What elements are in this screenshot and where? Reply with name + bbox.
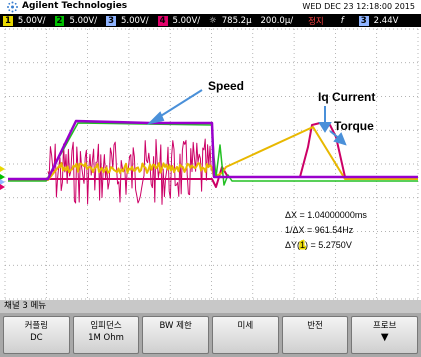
delay: 785.2µ (222, 16, 252, 26)
delay-icon: ☼ (209, 16, 217, 26)
softkey-label: 미세 (213, 320, 278, 332)
channel-bar: 1 5.00V/2 5.00V/3 5.00V/4 5.00V/ ☼ 785.2µ 200.0… (0, 14, 421, 27)
softkey[interactable]: BW 제한 (142, 316, 209, 354)
channel-scale: 5.00V/ (121, 16, 149, 26)
softkey-icon: ▼ (352, 332, 417, 344)
measurement-part: ΔY( (285, 240, 300, 250)
brand: Agilent Technologies (22, 1, 127, 11)
timebase: 200.0µ/ (261, 16, 294, 26)
channel-number: 2 (55, 16, 65, 26)
measurement: 1/ΔX = 961.54Hz (285, 225, 354, 235)
channel-scale: 5.00V/ (18, 16, 46, 26)
logo (6, 1, 19, 13)
softkey-label: BW 제한 (143, 320, 208, 332)
menu-title: 채널 3 메뉴 (0, 300, 421, 313)
waveform-display: Speed Iq Current Torque ΔX = 1.04000000m… (0, 27, 421, 300)
softkey-value: DC (4, 332, 69, 344)
channel-scale: 5.00V/ (69, 16, 97, 26)
trigger-level: 2.44V (374, 16, 399, 26)
softkey-value: 1M Ohm (74, 332, 139, 344)
annotation: Torque (334, 119, 374, 133)
trigger-channel: 3 (359, 16, 369, 26)
channel-number: 4 (158, 16, 168, 26)
softkey-label: 반전 (283, 320, 348, 332)
datetime: WED DEC 23 12:18:00 2015 (302, 2, 415, 11)
softkey-label: 커플링 (4, 320, 69, 332)
measurement: ΔX = 1.04000000ms (285, 210, 367, 220)
channel-number: 3 (106, 16, 116, 26)
scope-screen: Agilent Technologies WED DEC 23 12:18:00… (0, 0, 421, 357)
annotation: Speed (208, 79, 244, 93)
measurement: ΔY(1) = 5.2750V (285, 240, 352, 250)
softkey[interactable]: 반전 (282, 316, 349, 354)
annotation: Iq Current (318, 90, 375, 104)
run-state: 정지 (308, 15, 324, 27)
channel-number: 1 (3, 16, 13, 26)
header: Agilent Technologies WED DEC 23 12:18:00… (0, 0, 421, 14)
measurement-part: ) = 5.2750V (305, 240, 352, 250)
softkey-label: 임피던스 (74, 320, 139, 332)
softkey[interactable]: 미세 (212, 316, 279, 354)
softkey-label: 프로브 (352, 320, 417, 332)
trigger-slope: f (341, 16, 344, 26)
softkey[interactable]: 프로브▼ (351, 316, 418, 354)
channel-scale: 5.00V/ (173, 16, 201, 26)
